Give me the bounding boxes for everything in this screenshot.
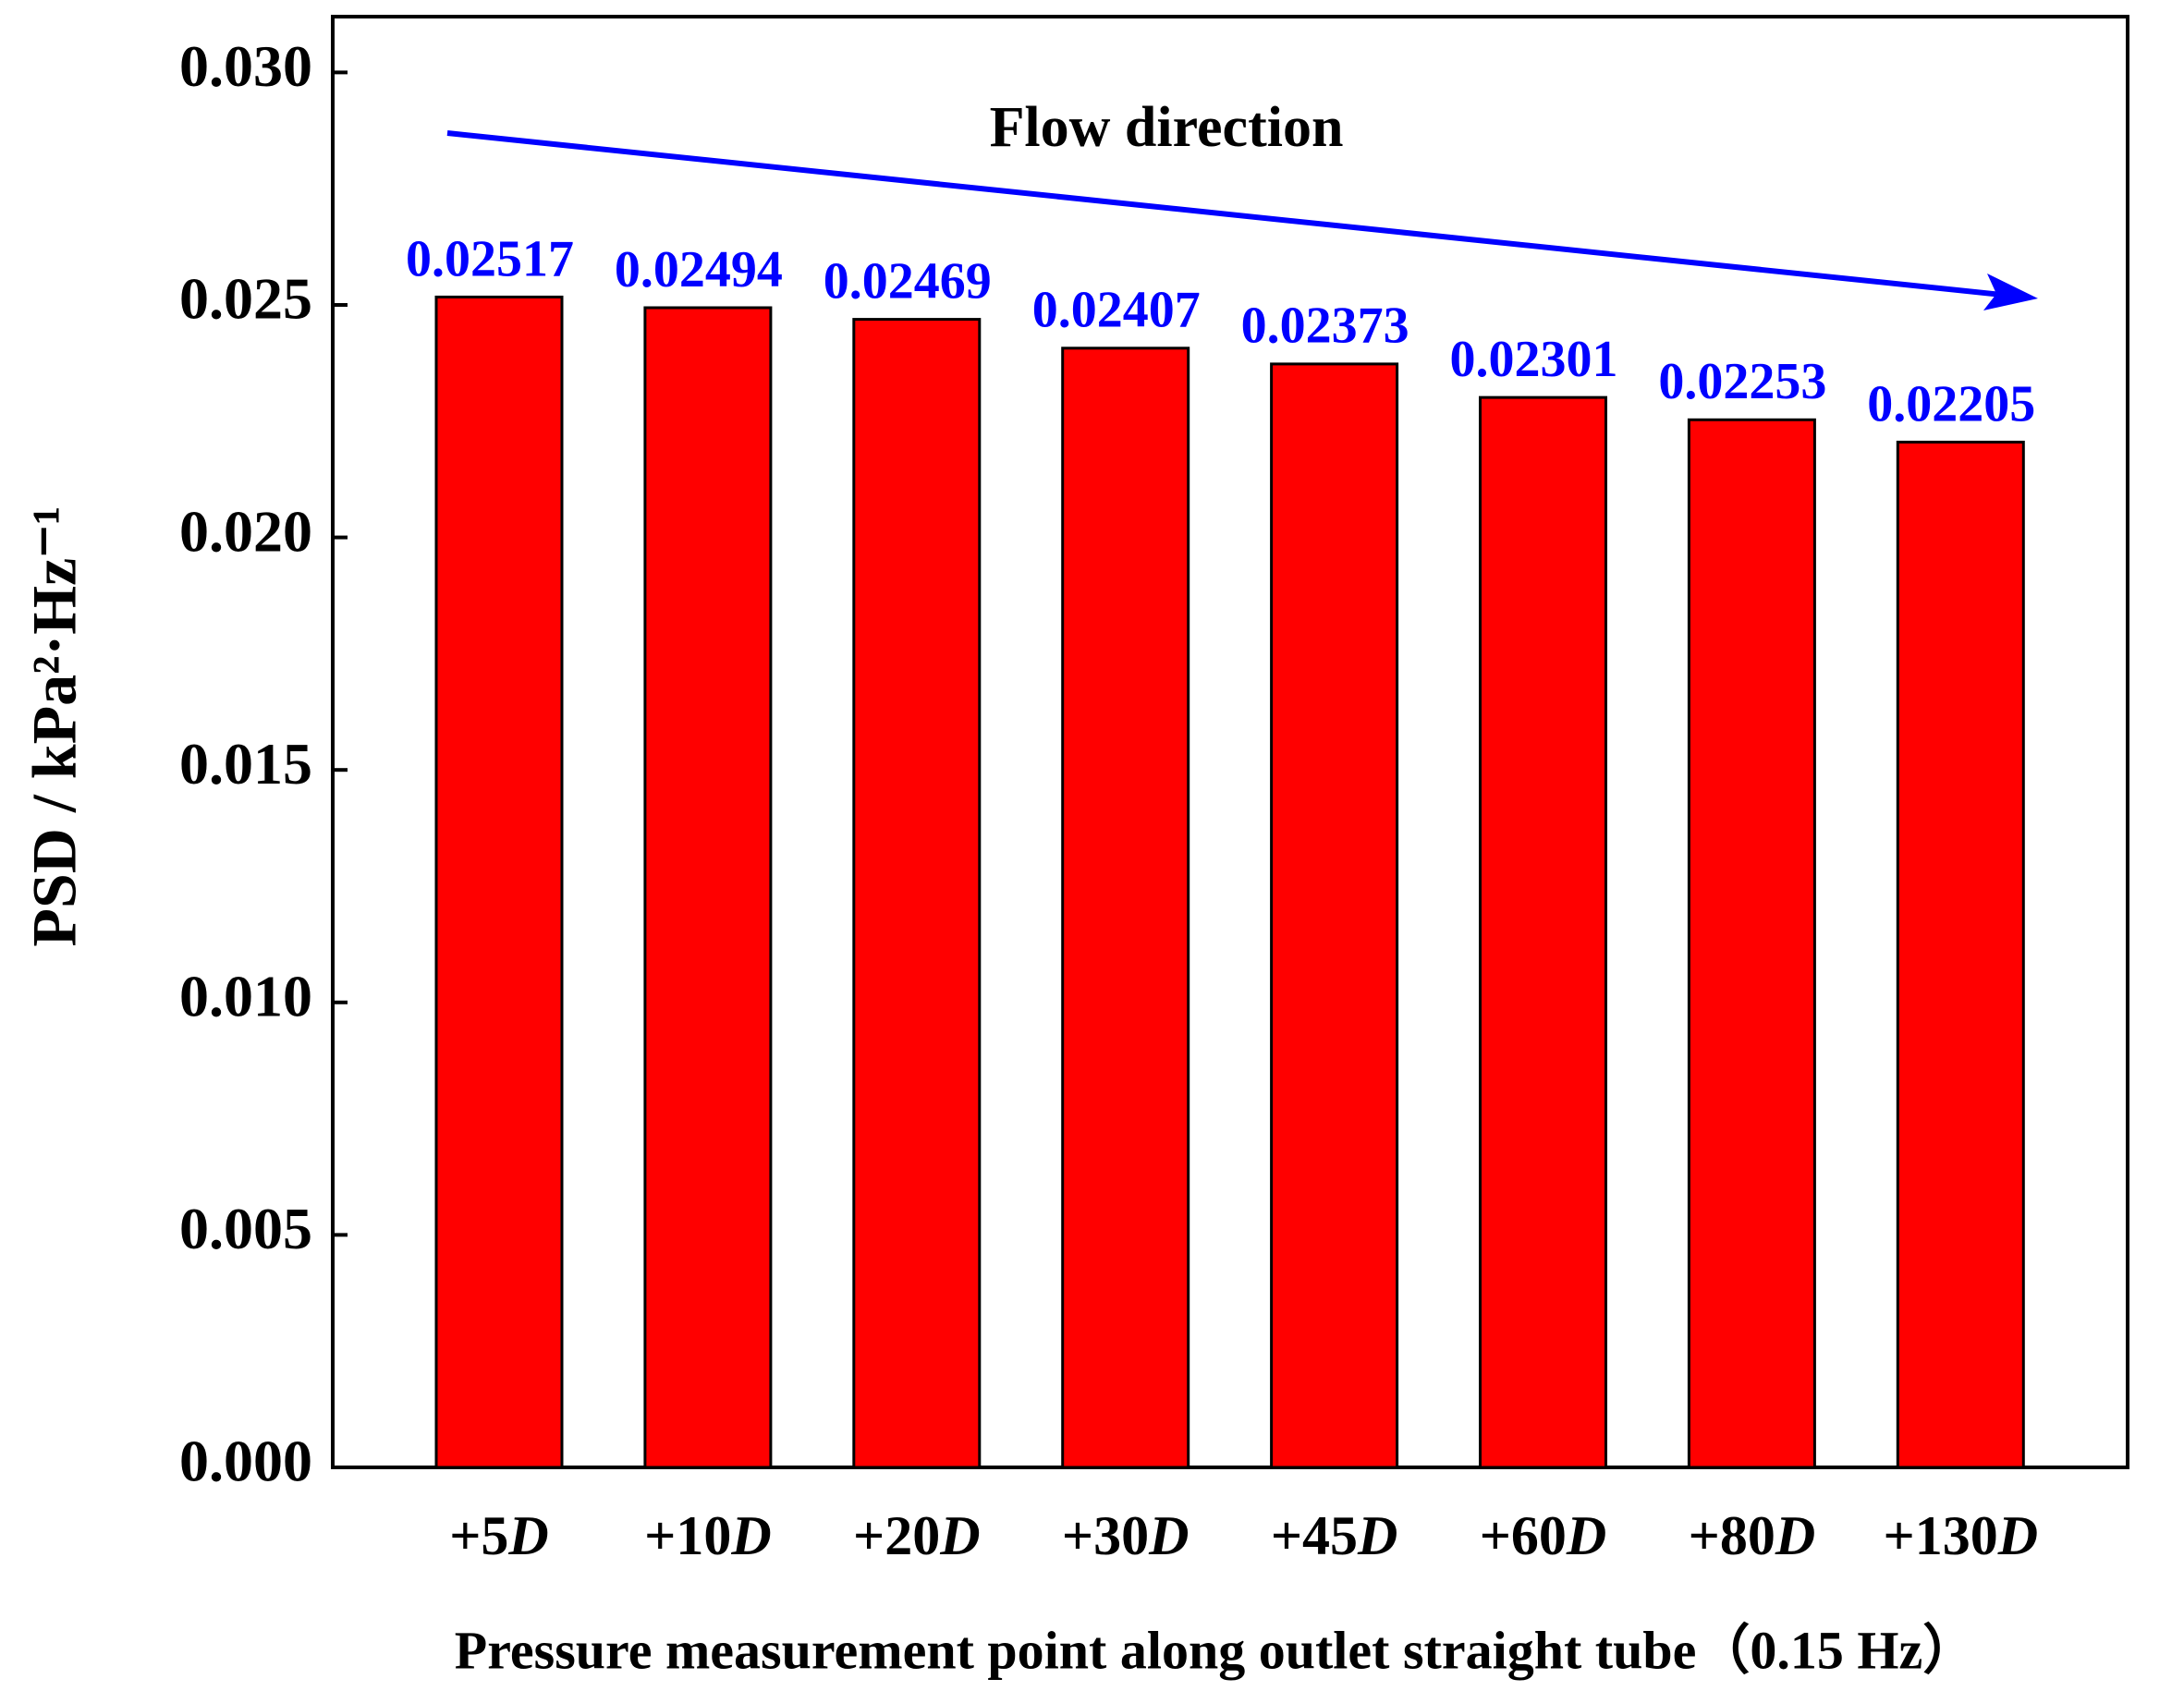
bar <box>1479 395 1607 1469</box>
data-label: 0.02301 <box>1450 331 1618 388</box>
x-axis-label: Pressure measurement point along outlet … <box>455 1620 1976 1680</box>
data-label: 0.02205 <box>1867 375 2035 432</box>
bar <box>434 295 564 1469</box>
y-axis-label: PSD / kPa²·Hz⁻¹ <box>19 505 90 946</box>
y-tick-label: 0.000 <box>179 1429 312 1494</box>
x-tick-label: +60D <box>1480 1505 1607 1566</box>
bar <box>643 306 773 1469</box>
data-label: 0.02253 <box>1658 353 1826 410</box>
y-tick-label: 0.025 <box>179 266 312 332</box>
flow-arrow <box>446 130 2031 301</box>
data-label: 0.02517 <box>406 230 574 287</box>
data-label: 0.02373 <box>1241 298 1409 355</box>
y-tick-label: 0.010 <box>179 963 312 1028</box>
data-label: 0.02407 <box>1032 282 1201 339</box>
bar <box>1061 347 1190 1469</box>
bar <box>1270 362 1399 1469</box>
bar <box>1896 440 2025 1469</box>
arrow-head <box>1983 274 2038 310</box>
data-label: 0.02494 <box>615 241 783 298</box>
data-label: 0.02469 <box>824 252 992 310</box>
x-tick-label: +130D <box>1884 1505 2039 1566</box>
y-tick-label: 0.015 <box>179 731 312 797</box>
y-tick-label: 0.005 <box>179 1196 312 1261</box>
plot-frame <box>331 15 2129 1469</box>
x-tick-label: +30D <box>1062 1505 1190 1566</box>
x-tick-label: +45D <box>1271 1505 1398 1566</box>
annotation: Flow direction <box>990 96 1344 159</box>
x-tick-label: +80D <box>1689 1505 1816 1566</box>
x-tick-label: +10D <box>644 1505 772 1566</box>
bar <box>1687 418 1816 1469</box>
bar <box>852 318 982 1469</box>
x-tick-label: +20D <box>853 1505 981 1566</box>
y-tick-label: 0.020 <box>179 498 312 564</box>
x-tick-label: +5D <box>449 1505 549 1566</box>
y-tick-label: 0.030 <box>179 33 312 99</box>
